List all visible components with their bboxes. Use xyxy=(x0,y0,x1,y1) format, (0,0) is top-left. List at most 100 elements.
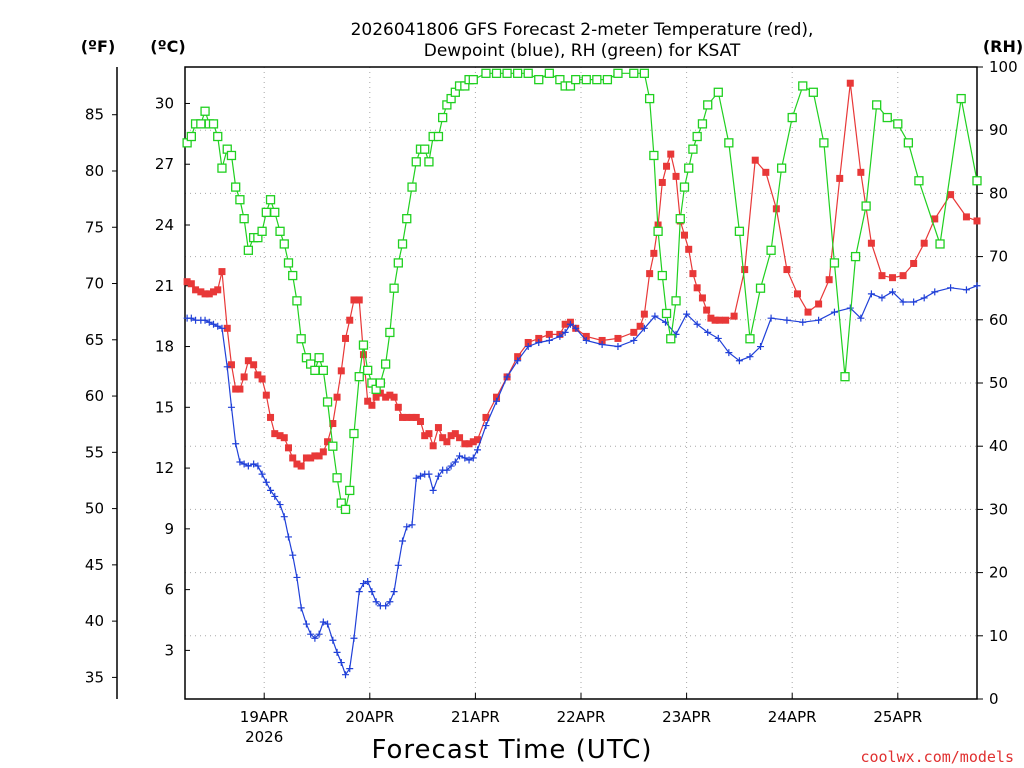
temperature-point xyxy=(451,430,459,438)
dewpoint-point xyxy=(572,324,580,332)
rh-point xyxy=(666,334,676,344)
x-axis-label: Forecast Time (UTC) xyxy=(371,735,652,765)
chart-title-line-2: Dewpoint (blue), RH (green) for KSAT xyxy=(424,41,741,61)
dewpoint-point xyxy=(899,298,907,306)
rh-point xyxy=(186,131,196,142)
dewpoint-point xyxy=(482,422,490,430)
x-tick-label: 22APR xyxy=(557,708,606,726)
dewpoint-point xyxy=(456,452,464,460)
dewpoint-point xyxy=(254,462,262,470)
dewpoint-point xyxy=(250,460,258,468)
dewpoint-point xyxy=(350,634,358,642)
temperature-point xyxy=(722,316,730,324)
dewpoint-point xyxy=(333,648,341,656)
rh-tick-label: 40 xyxy=(989,437,1008,455)
temperature-point xyxy=(416,417,424,425)
rh-tick-label: 50 xyxy=(989,374,1008,392)
rh-point xyxy=(332,473,342,483)
dewpoint-point xyxy=(408,521,416,529)
dewpoint-point xyxy=(412,474,420,482)
gridlines xyxy=(185,67,977,699)
dewpoint-point xyxy=(262,478,270,486)
temperature-point xyxy=(297,462,305,470)
tick-labels: 19APR 20APR 21APR 22APR 23APR 24APR 25APR 2026 0… xyxy=(85,58,1018,746)
dewpoint-point xyxy=(403,523,411,531)
fahrenheit-tick-label: 85 xyxy=(85,106,104,124)
dewpoint-point xyxy=(258,470,266,478)
dewpoint-point xyxy=(276,501,284,509)
rh-point xyxy=(375,378,386,388)
temperature-point xyxy=(474,436,482,444)
celsius-tick-label: 18 xyxy=(155,338,174,356)
temperature-point xyxy=(640,310,648,318)
dewpoint-point xyxy=(920,294,928,302)
temperature-point xyxy=(762,168,770,176)
temperature-point xyxy=(815,300,823,308)
temperature-point xyxy=(350,296,358,304)
dewpoint-point xyxy=(434,472,442,480)
fahrenheit-tick-label: 55 xyxy=(85,443,104,461)
dewpoint-point xyxy=(324,620,332,628)
dewpoint-point xyxy=(465,456,473,464)
dewpoint-point xyxy=(382,602,390,610)
dewpoint-point xyxy=(210,320,218,328)
rh-point xyxy=(972,176,982,186)
temperature-point xyxy=(337,367,345,375)
rh-point xyxy=(903,138,914,148)
temperature-point xyxy=(267,413,275,421)
temperature-point xyxy=(636,322,644,330)
temperature-point xyxy=(394,403,402,411)
temperature-series xyxy=(183,79,981,470)
rh-point xyxy=(602,74,613,85)
rh-point xyxy=(288,270,298,281)
temperature-point xyxy=(931,215,939,223)
rh-point xyxy=(322,397,333,407)
rh-tick-label: 70 xyxy=(989,248,1008,266)
rh-point xyxy=(397,239,408,249)
rh-point xyxy=(555,74,565,85)
dewpoint-point xyxy=(297,604,305,612)
rh-point xyxy=(402,214,412,224)
temperature-point xyxy=(232,385,240,393)
temperature-point xyxy=(429,442,437,450)
series-layer xyxy=(182,68,982,679)
fahrenheit-unit-label: (ºF) xyxy=(81,37,116,56)
rh-point xyxy=(675,214,685,224)
rh-point xyxy=(213,131,223,142)
rh-point xyxy=(340,504,351,515)
rh-point xyxy=(657,270,667,281)
rh-point xyxy=(571,74,581,85)
fahrenheit-tick-label: 35 xyxy=(85,668,104,686)
dewpoint-point xyxy=(214,322,222,330)
dewpoint-point xyxy=(443,466,451,474)
temperature-point xyxy=(730,312,738,320)
temperature-point xyxy=(368,401,376,409)
chart-title-line-1: 2026041806 GFS Forecast 2-meter Temperat… xyxy=(351,20,814,40)
temperature-point xyxy=(707,314,715,322)
temperature-point xyxy=(355,296,363,304)
rh-point xyxy=(914,176,924,186)
temperature-point xyxy=(399,413,407,421)
temperature-point xyxy=(205,290,213,298)
rh-point xyxy=(692,131,702,142)
dewpoint-line xyxy=(187,285,978,677)
dewpoint-point xyxy=(390,588,398,596)
temperature-point xyxy=(703,306,711,314)
dewpoint-point xyxy=(857,314,865,322)
rh-point xyxy=(196,119,206,129)
celsius-tick-label: 30 xyxy=(155,94,174,112)
rh-point xyxy=(956,93,966,104)
rh-point xyxy=(502,68,512,78)
dewpoint-point xyxy=(307,630,315,638)
temperature-point xyxy=(315,452,323,460)
dewpoint-point xyxy=(329,636,337,644)
rh-point xyxy=(644,93,655,104)
fahrenheit-tick-label: 70 xyxy=(85,275,104,293)
temperature-point xyxy=(201,290,209,298)
dewpoint-point xyxy=(767,314,775,322)
rh-point xyxy=(279,239,289,249)
temperature-point xyxy=(889,274,897,282)
temperature-point xyxy=(302,454,310,462)
temperature-point xyxy=(698,294,706,302)
